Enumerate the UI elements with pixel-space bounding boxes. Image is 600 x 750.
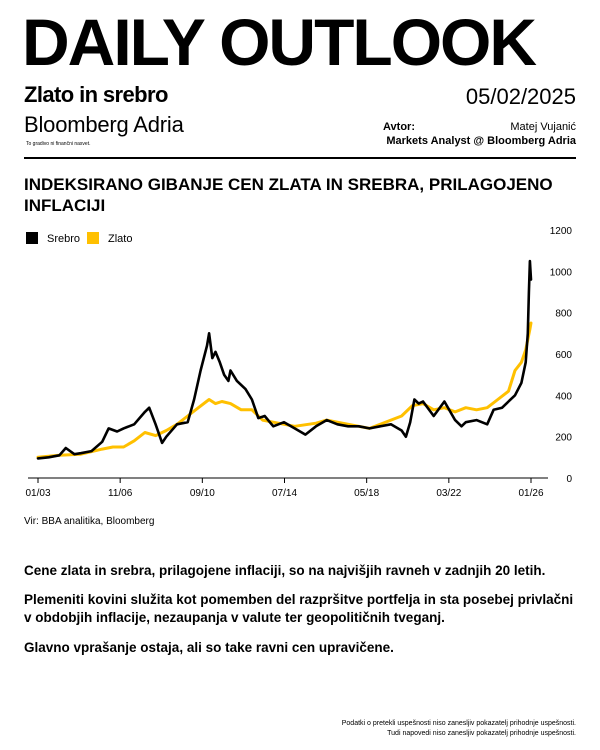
y-tick-label: 200 (555, 433, 572, 444)
report-title: DAILY OUTLOOK (22, 5, 537, 79)
y-tick-label: 800 (555, 309, 572, 320)
report-date: 05/02/2025 (465, 84, 576, 109)
header-divider (24, 157, 576, 159)
author-role: Markets Analyst @ Bloomberg Adria (386, 135, 576, 147)
x-tick-label: 07/14 (272, 488, 297, 499)
chart-source: Vir: BBA analitika, Bloomberg (24, 516, 155, 527)
author-label: Avtor: (383, 121, 415, 133)
body-paragraph-2: Plemeniti kovini služita kot pomemben de… (24, 592, 574, 625)
brand-logo: Bloomberg Adria (24, 112, 184, 137)
x-tick-label: 01/26 (518, 488, 543, 499)
y-tick-label: 1000 (550, 267, 573, 278)
footer-disclaimer-2: Tudi napovedi niso zanesljiv pokazatelj … (387, 730, 576, 737)
legend-label-srebro: Srebro (47, 233, 80, 245)
body-paragraph-1: Cene zlata in srebra, prilagojene inflac… (24, 563, 546, 578)
y-tick-label: 0 (566, 474, 572, 485)
y-axis-ticks: 0 200 400 600 800 1000 1200 (550, 226, 573, 485)
x-tick-label: 01/03 (25, 488, 50, 499)
y-tick-label: 400 (555, 391, 572, 402)
x-tick-label: 05/18 (354, 488, 379, 499)
chart-title: INDEKSIRANO GIBANJE CEN ZLATA IN SREBRA,… (24, 175, 553, 215)
legend-label-zlato: Zlato (108, 233, 132, 245)
x-tick-label: 03/22 (436, 488, 461, 499)
x-tick-label: 09/10 (190, 488, 215, 499)
body-paragraph-3: Glavno vprašanje ostaja, ali so take rav… (24, 640, 394, 655)
legend-swatch-srebro (26, 232, 38, 244)
series-line-zlato (36, 321, 533, 459)
line-chart: Srebro Zlato 01/03 11/06 09/10 07/14 05/18 03… (25, 226, 573, 499)
x-axis-ticks: 01/03 11/06 09/10 07/14 05/18 03/22 01/26 (25, 478, 544, 499)
y-tick-label: 600 (555, 350, 572, 361)
footer-disclaimer-1: Podatki o pretekli uspešnosti niso zanes… (341, 720, 576, 727)
report-subtitle: Zlato in srebro (24, 82, 168, 107)
y-tick-label: 1200 (550, 226, 573, 237)
x-tick-label: 11/06 (108, 488, 133, 499)
disclaimer-text: To gradivo ni finančni nasvet. (26, 141, 91, 147)
legend-swatch-zlato (87, 232, 99, 244)
series-line-srebro (36, 259, 533, 460)
chart-legend: Srebro Zlato (26, 232, 132, 245)
author-name: Matej Vujanić (510, 121, 576, 133)
